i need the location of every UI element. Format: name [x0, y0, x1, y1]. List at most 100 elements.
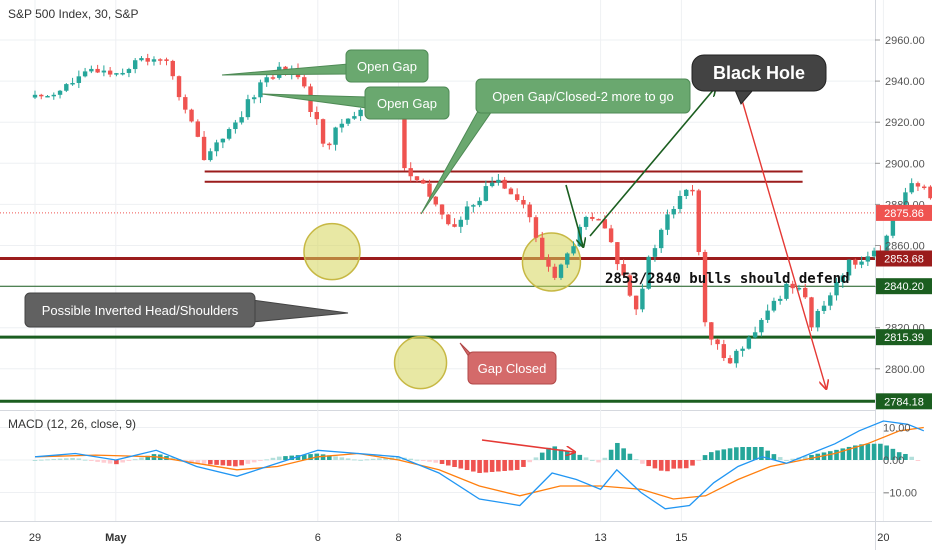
macd-histogram-bar [765, 450, 770, 460]
macd-histogram-bar [226, 460, 232, 466]
macd-histogram-bar [809, 454, 814, 460]
candle-body [220, 138, 226, 143]
candle-body [521, 199, 526, 205]
price-tick-label: 2960.00 [885, 35, 925, 47]
candle-body [51, 94, 56, 97]
candle-body [871, 250, 877, 257]
macd-histogram-bar [333, 456, 338, 460]
time-tick-label: 29 [29, 532, 41, 544]
candle-body [615, 242, 620, 265]
callout-gap-closed[interactable]: Gap Closed [459, 342, 557, 385]
callout-inverted-head-shoulders[interactable]: Possible Inverted Head/Shoulders [24, 292, 349, 328]
macd-histogram-bar [527, 460, 532, 463]
macd-histogram-bar [784, 460, 789, 461]
chart-title: S&P 500 Index, 30, S&P [8, 7, 139, 21]
macd-histogram-bar [126, 460, 132, 461]
candle-body [414, 176, 420, 181]
candle-body [320, 119, 326, 144]
candle-body [583, 216, 589, 227]
candle-body [57, 90, 63, 95]
macd-histogram-bar [734, 447, 739, 460]
candle-body [627, 275, 633, 296]
macd-histogram-bar [878, 443, 883, 460]
callout-open-gap-closed[interactable]: Open Gap/Closed-2 more to go [420, 78, 691, 215]
candle-body [214, 142, 219, 152]
macd-histogram-bar [865, 443, 871, 460]
time-tick-label: 15 [675, 532, 687, 544]
price-tick-label: 2920.00 [885, 117, 925, 129]
macd-histogram-bar [677, 460, 683, 469]
macd-label: MACD (12, 26, close, 9) [8, 417, 136, 431]
callout-text: Open Gap [357, 59, 417, 74]
callout-text: Gap Closed [478, 361, 547, 376]
macd-histogram-bar [251, 460, 257, 463]
candle-body [840, 275, 845, 282]
callout-open-gap-2[interactable]: Open Gap [261, 86, 450, 120]
callout-open-gap-1[interactable]: Open Gap [221, 49, 429, 83]
candle-body [759, 319, 764, 333]
candle-body [709, 322, 714, 340]
macd-histogram-bar [70, 457, 75, 460]
candle-body [546, 259, 551, 267]
candle-body [70, 82, 75, 85]
candle-body [471, 205, 476, 207]
candle-body [702, 252, 708, 323]
macd-histogram-bar [258, 460, 263, 461]
candle-body [195, 121, 201, 137]
macd-histogram-bar [358, 459, 363, 461]
callout-black-hole[interactable]: Black Hole [691, 54, 827, 105]
highlight-circle [303, 222, 361, 281]
price-label-text: 2784.18 [884, 396, 924, 408]
macd-histogram-bar [896, 452, 902, 460]
candle-body [796, 287, 802, 290]
macd-histogram-bar [139, 457, 144, 460]
candle-body [608, 228, 614, 243]
candle-body [821, 305, 827, 311]
time-tick-label: 20 [877, 532, 889, 544]
macd-histogram-bar [471, 460, 476, 472]
macd-histogram-bar [114, 460, 119, 465]
price-tick-label: 2860.00 [885, 241, 925, 253]
candle-body [571, 246, 576, 254]
price-tick-label: 2800.00 [885, 364, 925, 376]
macd-signal-line [34, 426, 924, 500]
callout-box [467, 351, 557, 385]
macd-layer [32, 420, 925, 510]
macd-histogram-bar [45, 459, 50, 461]
candle-body [859, 261, 864, 265]
macd-histogram-bar [909, 456, 914, 460]
macd-histogram-bar [220, 460, 226, 466]
macd-histogram-bar [95, 460, 100, 462]
macd-histogram-bar [132, 459, 138, 461]
macd-histogram-bar [596, 460, 601, 463]
candle-body [339, 123, 345, 128]
candle-body [809, 297, 814, 328]
candle-body [909, 183, 914, 193]
candle-body [208, 151, 213, 161]
macd-histogram-bar [514, 460, 520, 470]
candle-body [264, 77, 269, 83]
candle-body [433, 196, 438, 205]
candle-body [784, 283, 789, 299]
macd-histogram-bar [859, 444, 864, 460]
macd-histogram-bar [846, 446, 852, 460]
macd-histogram-bar [489, 460, 495, 472]
candle-body [189, 109, 194, 122]
candle-body [464, 206, 470, 220]
highlight-circle [521, 232, 582, 292]
macd-histogram-bar [658, 460, 664, 471]
macd-histogram-bar [445, 460, 451, 466]
macd-histogram-bar [483, 460, 489, 473]
macd-histogram-bar [170, 457, 176, 460]
macd-histogram-bar [370, 458, 376, 460]
macd-histogram-bar [327, 455, 332, 460]
macd-histogram-bar [377, 458, 382, 460]
candle-body [164, 59, 169, 61]
macd-histogram-bar [640, 460, 645, 464]
candle-body [828, 295, 833, 306]
candle-body [245, 99, 251, 118]
candle-body [527, 204, 532, 218]
macd-histogram-bar [427, 460, 432, 462]
macd-histogram-bar [652, 460, 658, 469]
candle-body [740, 348, 745, 351]
